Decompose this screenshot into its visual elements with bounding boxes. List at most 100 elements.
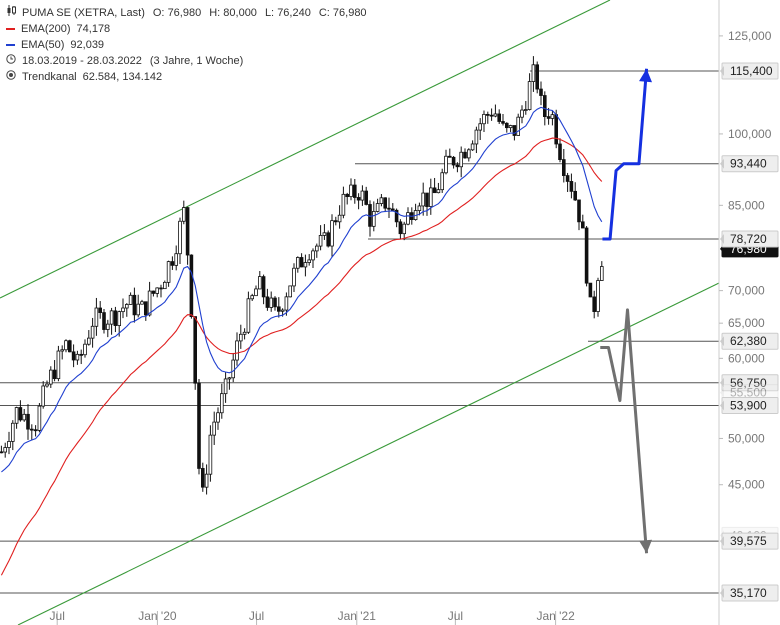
candle-up <box>470 143 475 151</box>
channel-upper-line <box>0 0 611 299</box>
price-label-pointer <box>720 400 724 411</box>
channel-values: 62.584, 134.142 <box>82 71 163 83</box>
candle-down <box>562 159 566 176</box>
candle-down <box>98 307 103 313</box>
level-price-label: 62,380 <box>720 332 779 350</box>
candle-up <box>223 378 228 395</box>
candle-down <box>132 294 137 316</box>
legend-ema200-row: EMA(200) 74,178 <box>6 21 367 37</box>
candle-up <box>349 184 353 198</box>
target-icon <box>6 69 16 85</box>
candle-up <box>318 235 323 247</box>
candle-up <box>64 340 68 351</box>
price-label-text: 53,900 <box>730 398 767 412</box>
price-label-pointer <box>720 377 724 388</box>
candle-down <box>200 468 205 488</box>
candle-up <box>94 307 99 327</box>
candle-up <box>303 262 308 268</box>
horizontal-levels <box>0 70 719 594</box>
candle-up <box>174 253 179 266</box>
candle-up <box>14 407 19 424</box>
price-label-pointer <box>720 234 724 245</box>
candle-up <box>444 155 448 174</box>
candle-up <box>125 304 129 309</box>
price-label-text: 35,170 <box>730 586 767 600</box>
candle-up <box>45 383 49 387</box>
clock-icon <box>6 53 16 69</box>
candle-up <box>330 220 334 247</box>
candle-down <box>71 351 76 361</box>
candle-down <box>170 261 175 266</box>
bullish-arrowhead <box>639 68 653 83</box>
instrument-title: PUMA SE (XETRA, Last) <box>22 7 145 19</box>
candle-up <box>121 307 125 313</box>
candle-up <box>60 349 64 352</box>
x-tick-label: Jul <box>50 609 65 623</box>
candle-down <box>151 290 156 294</box>
candle-up <box>181 207 186 222</box>
candle-up <box>311 250 315 261</box>
y-tick-label: 45,000 <box>728 478 765 492</box>
level-price-label: 78,720 <box>720 230 779 248</box>
candle-down <box>569 181 574 192</box>
price-label-pointer <box>720 336 724 347</box>
candle-up <box>292 267 296 287</box>
candle-up <box>375 203 380 212</box>
candle-up <box>322 232 327 236</box>
candle-up <box>516 116 520 136</box>
candle-up <box>341 193 346 216</box>
candle-up <box>216 412 220 423</box>
candle-down <box>447 155 452 158</box>
candle-down <box>451 156 456 166</box>
open-value: 76,980 <box>167 7 202 19</box>
ema200-line <box>0 137 603 576</box>
candle-up <box>550 114 555 119</box>
candle-up <box>406 212 410 225</box>
high-value: 80,000 <box>223 7 257 19</box>
candle-up <box>147 290 152 316</box>
candle-down <box>185 207 190 256</box>
candle-up <box>208 434 213 475</box>
candle-down <box>113 310 118 326</box>
y-tick-label: 70,000 <box>728 284 765 298</box>
candle-up <box>250 295 255 300</box>
candle-down <box>352 184 357 198</box>
candle-down <box>584 227 589 284</box>
candle-down <box>261 276 266 298</box>
candle-up <box>246 298 251 333</box>
candle-up <box>128 294 133 305</box>
candle-down <box>18 407 23 421</box>
candle-up <box>428 187 433 207</box>
ema50-line <box>1 106 603 473</box>
candle-up <box>474 129 479 145</box>
candle-up <box>307 259 311 263</box>
candle-up <box>90 325 95 339</box>
candle-up <box>295 257 300 269</box>
candle-down <box>26 413 30 430</box>
high-label: H: <box>209 7 221 19</box>
candle-down <box>383 197 387 209</box>
x-tick-label: Jan '21 <box>338 609 377 623</box>
candle-up <box>212 421 217 436</box>
candle-up <box>421 192 425 207</box>
candle-up <box>166 261 171 283</box>
y-tick-label: 60,000 <box>728 351 765 365</box>
candle-down <box>512 125 517 136</box>
candle-up <box>459 151 463 168</box>
price-label-text: 56,750 <box>730 376 767 390</box>
level-price-label: 55,500 <box>720 384 779 402</box>
y-tick-label: 65,000 <box>728 316 765 330</box>
candle-up <box>41 385 45 407</box>
candle-down <box>565 175 570 182</box>
x-tick-label: Jul <box>448 609 463 623</box>
candle-up <box>3 447 7 453</box>
price-label-pointer <box>720 536 724 547</box>
x-tick-label: Jul <box>249 609 264 623</box>
candle-up <box>402 223 406 235</box>
candle-down <box>29 428 34 431</box>
low-value: 76,240 <box>277 7 311 19</box>
candle-up <box>227 377 232 380</box>
candle-down <box>68 340 72 353</box>
candle-up <box>75 353 80 361</box>
level-price-label: 115,400 <box>720 62 779 80</box>
